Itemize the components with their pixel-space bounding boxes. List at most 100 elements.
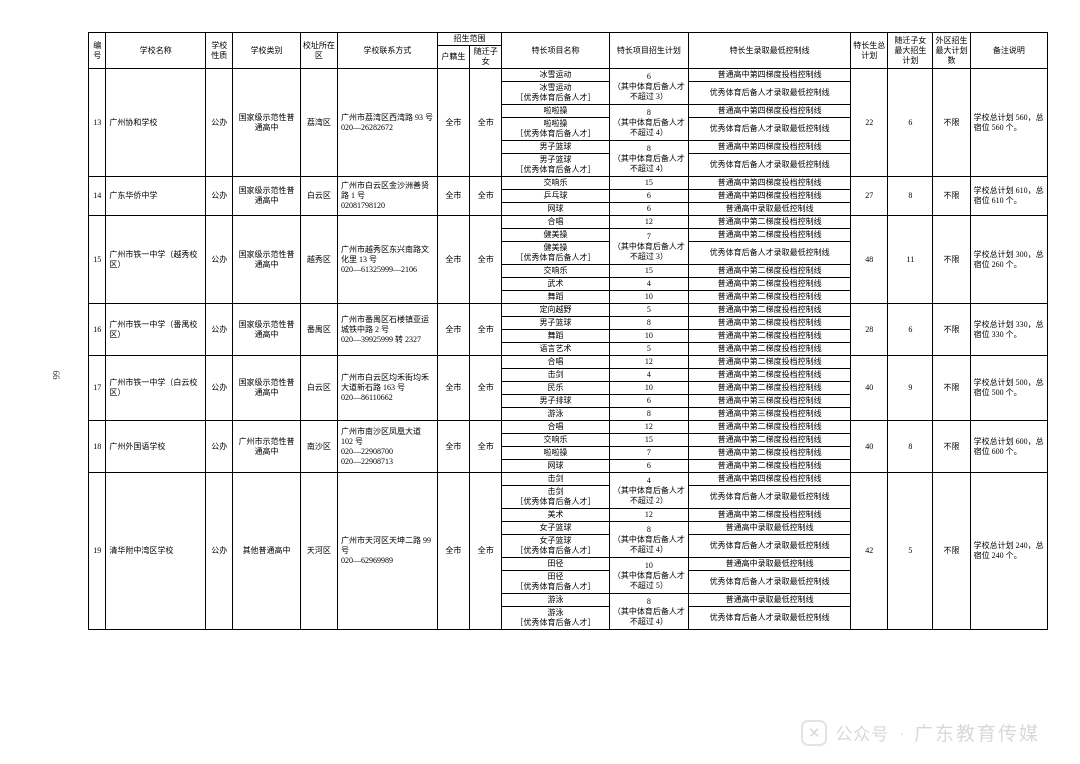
cell-seq: 15 <box>89 216 106 304</box>
cell-line: 普通高中录取最低控制线 <box>689 558 851 571</box>
cell-line: 普通高中第二梯度投档控制线 <box>689 291 851 304</box>
cell-plan: 5 <box>609 304 689 317</box>
hdr-remark: 备注说明 <box>970 33 1047 69</box>
cell-plan: 15 <box>609 265 689 278</box>
cell-school: 广东华侨中学 <box>106 177 206 216</box>
cell-sz: 全市 <box>470 356 502 421</box>
cell-remark: 学校总计划 300，总宿位 260 个。 <box>970 216 1047 304</box>
cell-seq: 19 <box>89 473 106 630</box>
cell-plan: 8（其中体育后备人才不超过 4） <box>609 594 689 630</box>
cell-item: 健美操［优秀体育后备人才］ <box>502 242 609 265</box>
cell-item: 田径 <box>502 558 609 571</box>
cell-wqmax: 不限 <box>933 177 970 216</box>
cell-hk: 全市 <box>437 69 469 177</box>
hdr-scope: 招生范围 <box>437 33 502 46</box>
hdr-district: 校址所在区 <box>300 33 337 69</box>
cell-contact: 广州市白云区均禾街均禾大道新石路 163 号020—86110662 <box>338 356 438 421</box>
cell-line: 优秀体育后备人才录取最低控制线 <box>689 486 851 509</box>
cell-line: 优秀体育后备人才录取最低控制线 <box>689 535 851 558</box>
cell-wqmax: 不限 <box>933 421 970 473</box>
cell-category: 国家级示范性普通高中 <box>233 69 300 177</box>
cell-plan: 15 <box>609 177 689 190</box>
cell-category: 广州市示范性普通高中 <box>233 421 300 473</box>
cell-item: 民乐 <box>502 382 609 395</box>
cell-line: 普通高中第二梯度投档控制线 <box>689 421 851 434</box>
cell-school: 广州外国语学校 <box>106 421 206 473</box>
cell-item: 交响乐 <box>502 434 609 447</box>
cell-plan: 12 <box>609 216 689 229</box>
cell-school: 广州协和学校 <box>106 69 206 177</box>
cell-plan: 6 <box>609 460 689 473</box>
cell-plan: 10（其中体育后备人才不超过 5） <box>609 558 689 594</box>
cell-item: 舞蹈 <box>502 291 609 304</box>
cell-line: 普通高中第二梯度投档控制线 <box>689 447 851 460</box>
hdr-szmax: 随迁子女最大招生计划 <box>888 33 933 69</box>
table-row: 14广东华侨中学公办国家级示范性普通高中白云区广州市白云区金沙洲善贤路 1 号0… <box>89 177 1048 190</box>
hdr-contact: 学校联系方式 <box>338 33 438 69</box>
cell-item: 游泳［优秀体育后备人才］ <box>502 607 609 630</box>
cell-district: 越秀区 <box>300 216 337 304</box>
wechat-icon: ✕ <box>801 720 827 746</box>
cell-contact: 广州市天河区天坤二路 99 号020—62969989 <box>338 473 438 630</box>
table-row: 17广州市铁一中学（白云校区）公办国家级示范性普通高中白云区广州市白云区均禾街均… <box>89 356 1048 369</box>
cell-sz: 全市 <box>470 177 502 216</box>
cell-line: 普通高中第二梯度投档控制线 <box>689 317 851 330</box>
cell-plan: 8（其中体育后备人才不超过 4） <box>609 522 689 558</box>
cell-plan: 15 <box>609 434 689 447</box>
cell-wqmax: 不限 <box>933 216 970 304</box>
cell-district: 白云区 <box>300 177 337 216</box>
cell-szmax: 8 <box>888 421 933 473</box>
table-row: 19清华附中湾区学校公办其他普通高中天河区广州市天河区天坤二路 99 号020—… <box>89 473 1048 486</box>
cell-plan: 7（其中体育后备人才不超过 3） <box>609 229 689 265</box>
cell-plan: 6 <box>609 203 689 216</box>
cell-item: 语言艺术 <box>502 343 609 356</box>
table-row: 15广州市铁一中学（越秀校区）公办国家级示范性普通高中越秀区广州市越秀区东兴南路… <box>89 216 1048 229</box>
hdr-school: 学校名称 <box>106 33 206 69</box>
table-row: 13广州协和学校公办国家级示范性普通高中荔湾区广州市荔湾区西湾路 93 号020… <box>89 69 1048 82</box>
cell-line: 普通高中第二梯度投档控制线 <box>689 304 851 317</box>
cell-line: 优秀体育后备人才录取最低控制线 <box>689 607 851 630</box>
cell-nature: 公办 <box>206 356 233 421</box>
cell-line: 优秀体育后备人才录取最低控制线 <box>689 118 851 141</box>
cell-seq: 14 <box>89 177 106 216</box>
cell-total: 40 <box>851 421 888 473</box>
cell-plan: 10 <box>609 330 689 343</box>
cell-district: 南沙区 <box>300 421 337 473</box>
hdr-seq: 编号 <box>89 33 106 69</box>
cell-contact: 广州市南沙区凤凰大道 102 号020—22908700020—22908713 <box>338 421 438 473</box>
cell-plan: 8（其中体育后备人才不超过 4） <box>609 141 689 177</box>
cell-line: 普通高中第二梯度投档控制线 <box>689 382 851 395</box>
cell-line: 优秀体育后备人才录取最低控制线 <box>689 242 851 265</box>
cell-school: 清华附中湾区学校 <box>106 473 206 630</box>
cell-district: 荔湾区 <box>300 69 337 177</box>
cell-line: 优秀体育后备人才录取最低控制线 <box>689 82 851 105</box>
cell-item: 冰雪运动 <box>502 69 609 82</box>
hdr-wqmax: 外区招生最大计划数 <box>933 33 970 69</box>
cell-item: 网球 <box>502 460 609 473</box>
cell-sz: 全市 <box>470 216 502 304</box>
cell-hk: 全市 <box>437 356 469 421</box>
cell-item: 男子排球 <box>502 395 609 408</box>
cell-plan: 4 <box>609 369 689 382</box>
hdr-scope-hk: 户籍生 <box>437 46 469 69</box>
cell-szmax: 6 <box>888 69 933 177</box>
cell-contact: 广州市越秀区东兴南路文化里 13 号020—61325999—2106 <box>338 216 438 304</box>
cell-item: 交响乐 <box>502 177 609 190</box>
cell-contact: 广州市白云区金沙洲善贤路 1 号02081798120 <box>338 177 438 216</box>
cell-line: 普通高中第四梯度投档控制线 <box>689 69 851 82</box>
cell-line: 优秀体育后备人才录取最低控制线 <box>689 154 851 177</box>
cell-seq: 18 <box>89 421 106 473</box>
cell-remark: 学校总计划 600，总宿位 600 个。 <box>970 421 1047 473</box>
cell-wqmax: 不限 <box>933 473 970 630</box>
cell-szmax: 11 <box>888 216 933 304</box>
cell-remark: 学校总计划 610，总宿位 610 个。 <box>970 177 1047 216</box>
cell-plan: 8 <box>609 317 689 330</box>
cell-remark: 学校总计划 330，总宿位 330 个。 <box>970 304 1047 356</box>
cell-plan: 6（其中体育后备人才不超过 3） <box>609 69 689 105</box>
cell-plan: 8（其中体育后备人才不超过 4） <box>609 105 689 141</box>
cell-item: 健美操 <box>502 229 609 242</box>
enrollment-table: 编号 学校名称 学校性质 学校类别 校址所在区 学校联系方式 招生范围 特长项目… <box>88 32 1048 630</box>
cell-plan: 8 <box>609 408 689 421</box>
cell-szmax: 9 <box>888 356 933 421</box>
cell-line: 普通高中第四梯度投档控制线 <box>689 141 851 154</box>
